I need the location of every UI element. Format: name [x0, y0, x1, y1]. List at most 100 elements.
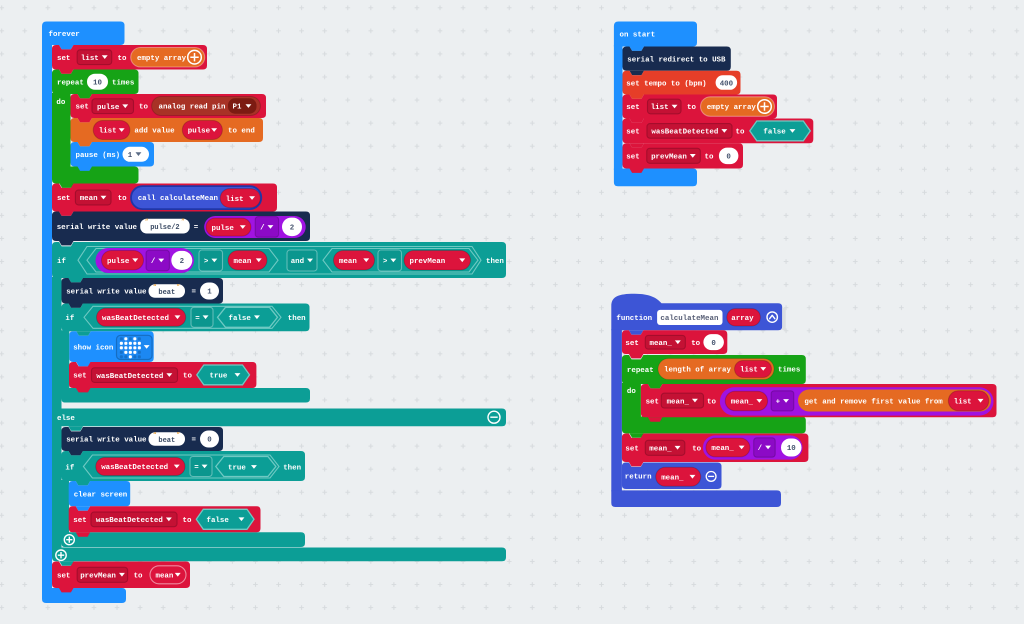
svg-text:mean: mean: [80, 195, 98, 203]
svg-text:times: times: [112, 79, 135, 87]
svg-text:empty array: empty array: [137, 55, 187, 63]
svg-text:empty array: empty array: [707, 104, 757, 112]
svg-text:/: /: [260, 225, 265, 233]
svg-text:set: set: [625, 340, 638, 348]
svg-text:wasBeatDetected: wasBeatDetected: [102, 315, 169, 323]
svg-text:10: 10: [93, 79, 102, 87]
svg-text:/: /: [758, 445, 763, 453]
svg-text:true: true: [210, 373, 228, 381]
svg-text:prevMean: prevMean: [651, 154, 687, 162]
svg-text:wasBeatDetected: wasBeatDetected: [96, 373, 163, 381]
svg-text:0: 0: [207, 437, 212, 445]
svg-text:on start: on start: [620, 32, 656, 40]
svg-text:to: to: [118, 55, 127, 63]
svg-text:prevMean: prevMean: [80, 573, 116, 581]
svg-text:clear screen: clear screen: [74, 491, 128, 499]
svg-text:1: 1: [128, 152, 133, 160]
svg-text:show icon: show icon: [73, 344, 114, 352]
svg-text:calculateMean: calculateMean: [660, 315, 719, 323]
svg-text:wasBeatDetected: wasBeatDetected: [96, 517, 163, 525]
svg-text:false: false: [229, 315, 252, 323]
svg-text:then: then: [288, 315, 306, 323]
svg-text:false: false: [207, 517, 230, 525]
svg-text:analog read pin: analog read pin: [159, 104, 226, 112]
svg-text:serial redirect to USB: serial redirect to USB: [627, 56, 726, 64]
svg-text:function: function: [616, 315, 652, 323]
svg-text:0: 0: [726, 154, 731, 162]
svg-text:to: to: [183, 517, 192, 525]
svg-text:1: 1: [207, 289, 212, 297]
svg-text:serial write value: serial write value: [66, 437, 147, 445]
svg-text:prevMean: prevMean: [410, 258, 446, 266]
svg-text:set: set: [73, 373, 86, 381]
svg-text:then: then: [283, 465, 301, 473]
svg-text:to: to: [118, 195, 127, 203]
svg-text:times: times: [778, 367, 801, 375]
svg-text:length of array: length of array: [664, 367, 731, 375]
svg-text:if: if: [57, 258, 66, 266]
svg-text:set: set: [625, 445, 638, 453]
svg-text:call calculateMean: call calculateMean: [138, 195, 219, 203]
svg-text:>: >: [383, 258, 388, 266]
svg-text:then: then: [486, 258, 504, 266]
svg-text:set: set: [57, 195, 70, 203]
svg-text:mean_: mean_: [649, 446, 672, 454]
svg-text:10: 10: [787, 445, 796, 453]
svg-text:“: “: [145, 218, 149, 225]
svg-text:set: set: [626, 129, 639, 137]
svg-text:to: to: [691, 340, 700, 348]
svg-text:mean: mean: [339, 258, 357, 266]
svg-text:array: array: [731, 315, 754, 323]
svg-text:mean_: mean_: [661, 475, 684, 483]
svg-text:400: 400: [720, 80, 734, 88]
svg-text:return: return: [625, 473, 652, 481]
svg-text:set tempo to (bpm): set tempo to (bpm): [626, 80, 706, 88]
svg-text:to: to: [705, 154, 714, 162]
svg-text:to: to: [736, 129, 745, 137]
svg-text:serial write value: serial write value: [57, 224, 138, 232]
svg-text:to: to: [707, 398, 716, 406]
svg-text:>: >: [204, 258, 209, 266]
svg-text:beat: beat: [158, 289, 175, 297]
svg-text:=: =: [195, 315, 200, 323]
svg-text:pulse: pulse: [97, 104, 120, 112]
svg-text:set: set: [626, 154, 639, 162]
svg-text:”: ”: [177, 284, 181, 291]
svg-text:if: if: [65, 315, 74, 323]
svg-text:repeat: repeat: [627, 367, 654, 375]
svg-text:true: true: [228, 465, 246, 473]
svg-text:to: to: [139, 104, 148, 112]
svg-text:=: =: [194, 224, 199, 232]
svg-text:set: set: [646, 398, 659, 406]
svg-text:wasBeatDetected: wasBeatDetected: [101, 464, 168, 472]
svg-text:mean_: mean_: [650, 340, 673, 348]
svg-text:mean: mean: [234, 258, 252, 266]
svg-text:forever: forever: [49, 31, 80, 39]
svg-text:and: and: [291, 258, 304, 266]
svg-text:set: set: [57, 55, 70, 63]
svg-text:+: +: [776, 399, 781, 407]
svg-text:to: to: [687, 104, 696, 112]
svg-text:pulse: pulse: [188, 128, 211, 136]
svg-text:list: list: [226, 196, 244, 204]
svg-text:serial write value: serial write value: [66, 289, 147, 297]
svg-text:repeat: repeat: [57, 79, 84, 87]
svg-text:add value: add value: [134, 128, 175, 136]
svg-text:do: do: [56, 99, 65, 107]
svg-text:mean_: mean_: [711, 445, 734, 453]
svg-text:beat: beat: [158, 437, 175, 445]
svg-text:false: false: [763, 129, 786, 137]
svg-text:”: ”: [177, 432, 181, 439]
svg-text:=: =: [194, 464, 199, 472]
svg-text:to: to: [134, 572, 143, 580]
svg-text:”: ”: [181, 218, 185, 225]
svg-text:“: “: [153, 432, 157, 439]
svg-text:P1: P1: [233, 104, 242, 112]
svg-text:list: list: [651, 104, 669, 112]
svg-text:pulse/2: pulse/2: [150, 224, 179, 232]
svg-text:pause (ms): pause (ms): [76, 152, 121, 160]
svg-text:2: 2: [290, 225, 295, 233]
svg-text:if: if: [65, 465, 74, 473]
svg-text:list: list: [954, 399, 972, 407]
svg-text:wasBeatDetected: wasBeatDetected: [651, 129, 718, 137]
